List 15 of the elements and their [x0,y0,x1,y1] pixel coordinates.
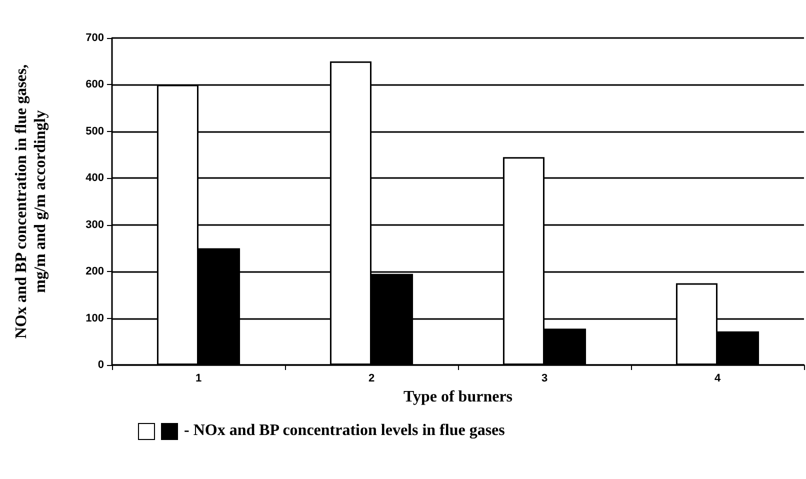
y-tick-label: 200 [86,266,104,278]
y-tick-label: 400 [86,172,104,184]
y-tick-label: 100 [86,312,104,324]
text: - NOx and BP concentration levels in flue gases [184,422,505,440]
x-tick-label: 3 [541,372,548,384]
x-axis-title: Type of burners [403,388,513,406]
y-tick-label: 700 [86,32,104,44]
y-tick-label: 500 [86,125,104,138]
x-tick-label: 1 [195,372,202,384]
y-tick-label: 0 [98,359,104,371]
x-tick-label: 4 [714,372,722,384]
y-tick-label: 300 [86,218,104,231]
y-tick-label: 600 [86,78,104,91]
y-axis-title: NOx and BP concentration in flue gases, mg/m and g/m accordingly [13,64,49,339]
x-tick-label: 2 [368,372,375,384]
